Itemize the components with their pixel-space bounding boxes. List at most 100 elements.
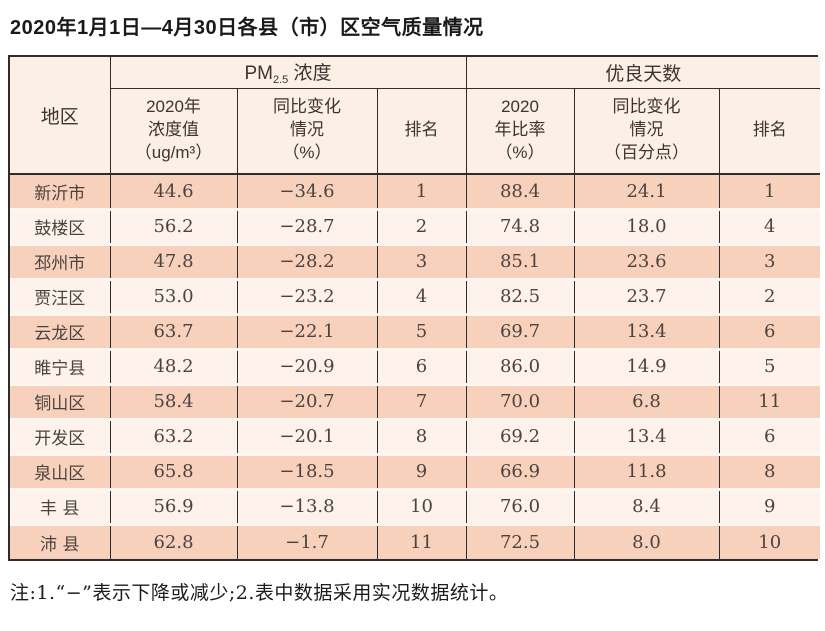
table-row: 沛 县 62.8 −1.7 11 72.5 8.0 10 [10, 524, 821, 559]
pm25-label-subscript: 2.5 [272, 74, 289, 87]
cell-region: 云龙区 [10, 314, 110, 351]
cell-region: 邳州市 [10, 244, 110, 281]
cell-ratio_value: 86.0 [465, 349, 574, 386]
cell-pm25_value: 63.2 [109, 419, 237, 456]
cell-pm25_value: 47.8 [109, 244, 237, 281]
cell-ratio_change: 13.4 [573, 314, 719, 351]
header-ratio-rank: 排名 [718, 88, 821, 175]
header-sub-row: 2020年 浓度值 （ug/m³） 同比变化 情况 （%） 排名 2020 年比… [10, 88, 821, 175]
cell-pm25_rank: 4 [376, 279, 466, 316]
cell-pm25_change: −18.5 [236, 454, 377, 491]
cell-pm25_rank: 7 [376, 384, 466, 421]
cell-pm25_rank: 10 [376, 489, 466, 526]
air-quality-table: 地区 PM2.5 浓度 优良天数 2020年 浓度值 （ug/m³） 同比变化 … [8, 55, 821, 561]
table-row: 铜山区 58.4 −20.7 7 70.0 6.8 11 [10, 384, 821, 421]
cell-region: 开发区 [10, 419, 110, 456]
pm25-label-prefix: PM [244, 63, 273, 85]
cell-pm25_rank: 8 [376, 419, 466, 456]
cell-ratio_change: 13.4 [573, 419, 719, 456]
header-ratio-change: 同比变化 情况 （百分点） [573, 88, 719, 175]
table-row: 睢宁县 48.2 −20.9 6 86.0 14.9 5 [10, 349, 821, 386]
cell-pm25_value: 56.9 [109, 489, 237, 526]
cell-ratio_change: 6.8 [573, 384, 719, 421]
cell-ratio_rank: 10 [718, 524, 821, 559]
cell-ratio_rank: 6 [718, 314, 821, 351]
cell-pm25_value: 48.2 [109, 349, 237, 386]
cell-region: 鼓楼区 [10, 209, 110, 246]
cell-pm25_value: 62.8 [109, 524, 237, 559]
table-row: 丰 县 56.9 −13.8 10 76.0 8.4 9 [10, 489, 821, 526]
page-title: 2020年1月1日—4月30日各县（市）区空气质量情况 [10, 17, 484, 39]
footnote: 注:1.“−”表示下降或减少;2.表中数据采用实况数据统计。 [10, 582, 509, 604]
cell-ratio_change: 8.0 [573, 524, 719, 559]
cell-pm25_value: 56.2 [109, 209, 237, 246]
cell-ratio_value: 69.2 [465, 419, 574, 456]
cell-ratio_rank: 6 [718, 419, 821, 456]
cell-pm25_rank: 9 [376, 454, 466, 491]
header-pm25-value: 2020年 浓度值 （ug/m³） [109, 88, 237, 175]
table-body: 新沂市 44.6 −34.6 1 88.4 24.1 1 鼓楼区 56.2 −28.7 2 74.8 1… [10, 174, 821, 559]
header-pm25-change: 同比变化 情况 （%） [236, 88, 377, 175]
cell-pm25_value: 65.8 [109, 454, 237, 491]
cell-ratio_value: 66.9 [465, 454, 574, 491]
cell-ratio_change: 23.7 [573, 279, 719, 316]
cell-pm25_rank: 2 [376, 209, 466, 246]
cell-ratio_value: 82.5 [465, 279, 574, 316]
cell-ratio_rank: 2 [718, 279, 821, 316]
table-row: 云龙区 63.7 −22.1 5 69.7 13.4 6 [10, 314, 821, 351]
header-group-row: 地区 PM2.5 浓度 优良天数 [10, 57, 821, 175]
cell-ratio_rank: 3 [718, 244, 821, 281]
cell-ratio_rank: 4 [718, 209, 821, 246]
cell-pm25_change: −23.2 [236, 279, 377, 316]
cell-ratio_rank: 9 [718, 489, 821, 526]
cell-region: 泉山区 [10, 454, 110, 491]
cell-pm25_change: −20.7 [236, 384, 377, 421]
data-table: 地区 PM2.5 浓度 优良天数 2020年 浓度值 （ug/m³） 同比变化 … [10, 57, 821, 559]
cell-pm25_change: −28.7 [236, 209, 377, 246]
cell-ratio_rank: 11 [718, 384, 821, 421]
cell-ratio_change: 8.4 [573, 489, 719, 526]
cell-pm25_change: −1.7 [236, 524, 377, 559]
cell-region: 铜山区 [10, 384, 110, 421]
table-header: 地区 PM2.5 浓度 优良天数 2020年 浓度值 （ug/m³） 同比变化 … [10, 57, 821, 175]
table-row: 贾汪区 53.0 −23.2 4 82.5 23.7 2 [10, 279, 821, 316]
cell-ratio_value: 88.4 [465, 174, 574, 211]
cell-ratio_change: 24.1 [573, 174, 719, 211]
table-row: 泉山区 65.8 −18.5 9 66.9 11.8 8 [10, 454, 821, 491]
header-good-days-group: 优良天数 [465, 57, 821, 89]
cell-pm25_value: 63.7 [109, 314, 237, 351]
cell-pm25_change: −22.1 [236, 314, 377, 351]
cell-pm25_change: −28.2 [236, 244, 377, 281]
cell-pm25_rank: 11 [376, 524, 466, 559]
cell-pm25_value: 44.6 [109, 174, 237, 211]
cell-pm25_rank: 1 [376, 174, 466, 211]
cell-ratio_rank: 1 [718, 174, 821, 211]
cell-region: 新沂市 [10, 174, 110, 211]
cell-region: 贾汪区 [10, 279, 110, 316]
table-row: 开发区 63.2 −20.1 8 69.2 13.4 6 [10, 419, 821, 456]
cell-pm25_change: −34.6 [236, 174, 377, 211]
cell-pm25_rank: 6 [376, 349, 466, 386]
cell-pm25_value: 58.4 [109, 384, 237, 421]
cell-pm25_change: −20.1 [236, 419, 377, 456]
cell-pm25_rank: 3 [376, 244, 466, 281]
header-region: 地区 [10, 57, 110, 175]
cell-ratio_value: 74.8 [465, 209, 574, 246]
cell-pm25_change: −20.9 [236, 349, 377, 386]
cell-ratio_change: 23.6 [573, 244, 719, 281]
cell-region: 丰 县 [10, 489, 110, 526]
cell-ratio_rank: 5 [718, 349, 821, 386]
cell-ratio_change: 11.8 [573, 454, 719, 491]
header-pm25-group: PM2.5 浓度 [109, 57, 466, 89]
page: 2020年1月1日—4月30日各县（市）区空气质量情况 地区 PM2.5 浓度 … [0, 11, 825, 631]
cell-ratio_value: 69.7 [465, 314, 574, 351]
pm25-label-suffix: 浓度 [288, 63, 332, 85]
table-row: 新沂市 44.6 −34.6 1 88.4 24.1 1 [10, 174, 821, 211]
cell-region: 睢宁县 [10, 349, 110, 386]
table-row: 邳州市 47.8 −28.2 3 85.1 23.6 3 [10, 244, 821, 281]
cell-pm25_value: 53.0 [109, 279, 237, 316]
cell-ratio_rank: 8 [718, 454, 821, 491]
cell-ratio_change: 14.9 [573, 349, 719, 386]
cell-ratio_value: 76.0 [465, 489, 574, 526]
cell-region: 沛 县 [10, 524, 110, 559]
